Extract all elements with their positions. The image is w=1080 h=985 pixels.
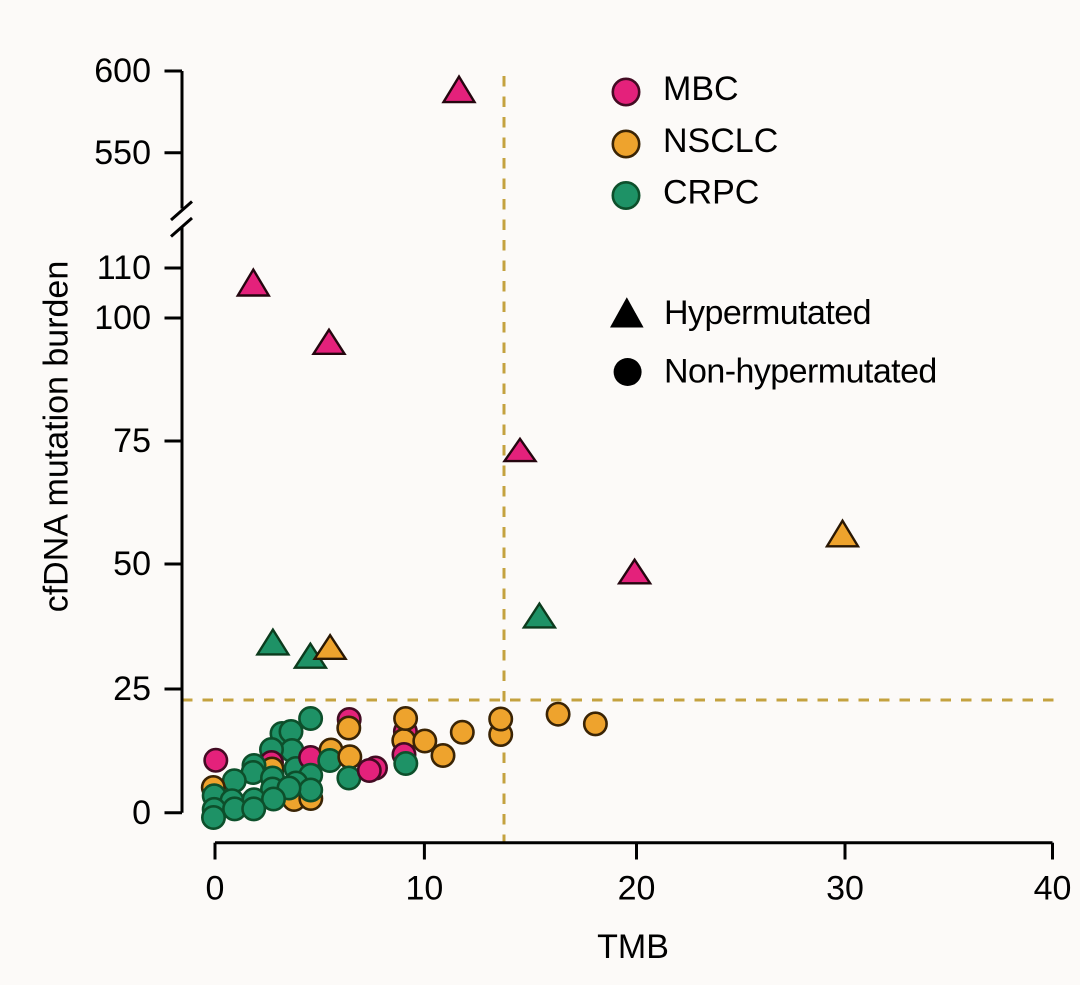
- svg-text:110: 110: [97, 249, 151, 287]
- svg-text:25: 25: [113, 670, 151, 708]
- svg-text:TMB: TMB: [597, 928, 669, 966]
- svg-text:40: 40: [1034, 870, 1072, 908]
- svg-text:10: 10: [405, 870, 443, 908]
- svg-text:50: 50: [113, 545, 151, 583]
- svg-text:0: 0: [132, 794, 151, 832]
- svg-text:MBC: MBC: [663, 70, 739, 108]
- svg-text:100: 100: [94, 299, 151, 337]
- svg-text:CRPC: CRPC: [663, 174, 759, 212]
- svg-text:20: 20: [618, 870, 656, 908]
- svg-text:0: 0: [206, 870, 225, 908]
- svg-text:Non-hypermutated: Non-hypermutated: [664, 353, 937, 391]
- svg-text:600: 600: [94, 52, 151, 90]
- svg-text:75: 75: [113, 422, 151, 460]
- svg-text:NSCLC: NSCLC: [663, 122, 778, 160]
- svg-text:30: 30: [826, 870, 864, 908]
- svg-text:550: 550: [94, 134, 151, 172]
- svg-text:cfDNA mutation burden: cfDNA mutation burden: [38, 261, 76, 613]
- svg-text:Hypermutated: Hypermutated: [664, 294, 871, 332]
